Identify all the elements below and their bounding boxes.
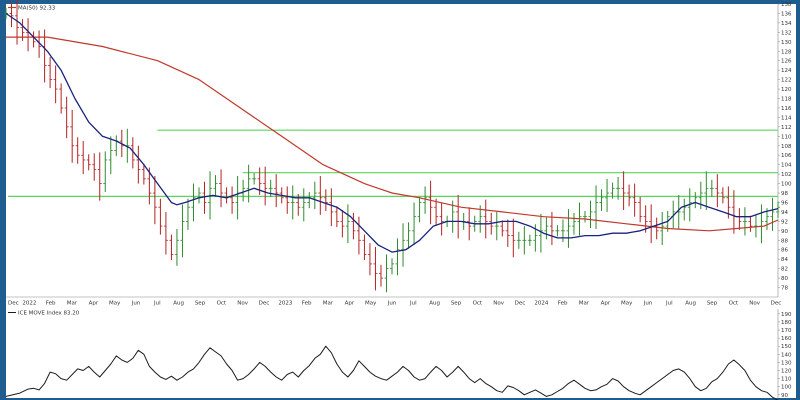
y-tick-label: 112 (781, 125, 792, 131)
y-tick-label: 102 (781, 172, 792, 178)
x-tick-label: Jun (643, 301, 653, 307)
x-tick-label: Dec (515, 301, 526, 307)
x-tick-label: 2023 (278, 301, 292, 307)
x-tick-label: Feb (302, 301, 312, 307)
x-tick-label: Oct (473, 301, 483, 307)
y-tick-label: 114 (781, 115, 792, 121)
y-tick-label: 130 (781, 40, 792, 46)
x-tick-label: 2024 (534, 301, 548, 307)
x-tick-label: Jul (409, 301, 417, 307)
y-tick-label: 108 (781, 144, 792, 150)
indicator-y-tick-label: 150 (781, 344, 792, 350)
y-tick-label: 128 (781, 49, 792, 55)
y-tick-label: 80 (781, 276, 788, 282)
x-tick-label: Dec (8, 301, 19, 307)
indicator-y-tick-label: 100 (781, 385, 792, 391)
x-tick-label: Dec (259, 301, 270, 307)
indicator-y-tick-label: 140 (781, 352, 792, 358)
y-tick-label: 126 (781, 59, 792, 65)
x-tick-label: May (365, 301, 377, 307)
indicator-y-tick-label: 170 (781, 328, 792, 334)
x-tick-label: Dec (771, 301, 782, 307)
x-tick-label: Jul (153, 301, 161, 307)
y-tick-label: 82 (781, 267, 788, 273)
y-tick-label: 78 (781, 286, 788, 292)
indicator-y-tick-label: 110 (781, 377, 792, 383)
y-tick-label: 100 (781, 182, 792, 188)
indicator-y-tick-label: 90 (781, 393, 788, 399)
y-tick-label: 84 (781, 257, 788, 263)
move-index-line (5, 345, 779, 400)
indicator-y-tick-label: 190 (781, 312, 792, 318)
y-tick-label: 120 (781, 87, 792, 93)
y-tick-label: 86 (781, 248, 788, 254)
y-tick-label: 132 (781, 30, 792, 36)
y-tick-label: 122 (781, 78, 792, 84)
y-tick-label: 98 (781, 191, 788, 197)
y-tick-label: 134 (781, 21, 792, 27)
x-tick-label: Apr (345, 301, 355, 307)
x-tick-label: Jun (387, 301, 397, 307)
indicator-panel: 90 100 110 120 130 140 150 160 170 180 190 ICE MOVE… (5, 309, 796, 400)
legend-label: MA(50) 92.33 (18, 6, 56, 12)
x-tick-label: Sep (195, 301, 206, 307)
x-tick-label: May (621, 301, 633, 307)
x-tick-label: Mar (67, 301, 78, 307)
x-tick-label: Aug (173, 301, 184, 307)
y-tick-label: 106 (781, 153, 792, 159)
x-tick-label: Mar (323, 301, 334, 307)
x-tick-label: Jun (131, 301, 141, 307)
y-tick-label: 138 (781, 2, 792, 8)
y-tick-label: 90 (781, 229, 788, 235)
price-legend: MA(50) 92.33 (8, 6, 56, 12)
y-tick-label: 104 (781, 163, 792, 169)
x-tick-label: Aug (429, 301, 440, 307)
price-panel: 78 80 82 84 86 88 90 92 94 96 98 100 102 104 106 108 110… (4, 0, 796, 309)
y-tick-label: 94 (781, 210, 788, 216)
y-tick-label: 96 (781, 200, 788, 206)
x-tick-label: Oct (729, 301, 739, 307)
x-tick-label: Sep (707, 301, 718, 307)
x-tick-label: 2022 (22, 301, 36, 307)
x-axis-strip (6, 297, 796, 309)
indicator-legend: ICE MOVE Index 83.20 (8, 311, 80, 317)
ma50-line (6, 36, 779, 232)
indicator-plot-area (6, 309, 778, 398)
y-tick-label: 92 (781, 219, 788, 225)
indicator-axis-strip (778, 309, 796, 398)
x-tick-label: Mar (579, 301, 590, 307)
x-tick-label: Feb (46, 301, 56, 307)
y-tick-label: 124 (781, 68, 792, 74)
y-tick-label: 88 (781, 238, 788, 244)
price-plot-area (6, 4, 778, 297)
indicator-y-tick-label: 130 (781, 360, 792, 366)
legend-label: ICE MOVE Index 83.20 (18, 311, 80, 317)
x-tick-label: Nov (493, 301, 504, 307)
x-tick-label: Nov (749, 301, 760, 307)
x-tick-label: May (109, 301, 121, 307)
x-tick-label: Nov (237, 301, 248, 307)
x-tick-label: Aug (685, 301, 696, 307)
x-tick-label: Oct (217, 301, 227, 307)
y-tick-label: 116 (781, 106, 792, 112)
ma-short-line (5, 12, 779, 253)
x-tick-label: Jul (665, 301, 673, 307)
indicator-y-tick-label: 180 (781, 320, 792, 326)
x-tick-label: Apr (601, 301, 611, 307)
y-tick-label: 110 (781, 134, 792, 140)
y-tick-label: 136 (781, 11, 792, 17)
y-tick-label: 118 (781, 97, 792, 103)
indicator-y-tick-label: 160 (781, 336, 792, 342)
x-tick-label: Feb (558, 301, 568, 307)
price-axis-strip (778, 4, 796, 297)
indicator-y-tick-label: 120 (781, 368, 792, 374)
x-tick-label: Sep (451, 301, 462, 307)
x-tick-label: Apr (89, 301, 99, 307)
